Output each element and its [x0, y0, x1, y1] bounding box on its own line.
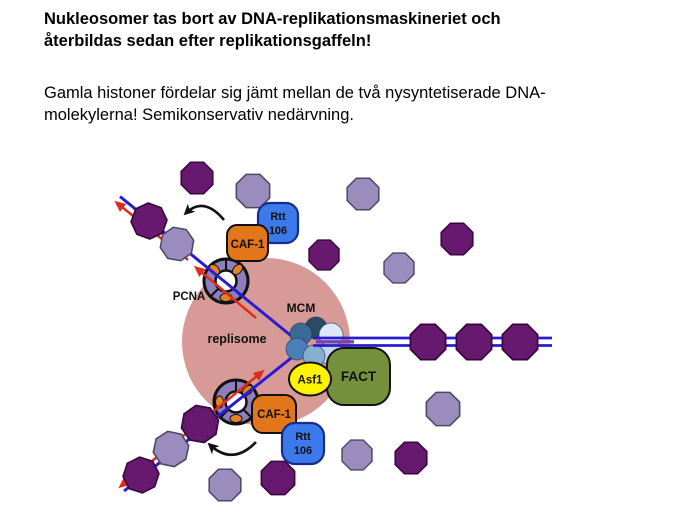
- fact-label: FACT: [341, 369, 377, 384]
- histone-octagon-dark: [440, 222, 474, 256]
- asf1-label: Asf1: [298, 375, 324, 387]
- histone-octagon-dark: [394, 441, 428, 475]
- histone-octagon-dark: [409, 323, 447, 361]
- histone-octagon-light: [235, 173, 271, 209]
- rtt106-bottom-label-line1: Rtt: [295, 431, 311, 443]
- rtt106-label-line1: Rtt: [270, 211, 286, 223]
- new-strand-arrow-top-inner: [193, 265, 257, 319]
- rtt106-box-bottom: Rtt 106: [280, 421, 326, 466]
- slide-title-line1: Nukleosomer tas bort av DNA-replikations…: [44, 10, 501, 28]
- histone-octagon-dark: [180, 161, 214, 195]
- fact-box: FACT: [326, 347, 391, 406]
- caf1-label: CAF-1: [231, 239, 265, 251]
- slide-body-line2: molekylerna! Semikonservativ nedärvning.: [44, 105, 354, 124]
- replisome-label: replisome: [207, 332, 266, 346]
- histone-octagon-dark: [308, 239, 340, 271]
- histone-octagon-light: [425, 391, 461, 427]
- histone-octagon-light: [383, 252, 415, 284]
- histone-octagon-light: [346, 177, 380, 211]
- slide-body-text: Gamla histoner fördelar sig jämt mellan …: [44, 83, 546, 126]
- caf1-box-bottom: CAF-1: [251, 394, 297, 434]
- caf1-label-bottom: CAF-1: [257, 409, 291, 421]
- mcm-complex: [285, 316, 344, 368]
- rtt106-bottom-label-line2: 106: [294, 445, 312, 457]
- histone-octagon-dark: [260, 460, 296, 496]
- replication-fork-diagram: replisome: [114, 161, 552, 502]
- histone-recycling-arrow-top: [183, 203, 225, 221]
- histone-octagon-dark: [455, 323, 493, 361]
- slide-title-line2: återbildas sedan efter replikationsgaffe…: [44, 31, 372, 50]
- histone-recycling-arrow-bottom: [207, 441, 257, 457]
- histone-octagon-dark: [501, 323, 539, 361]
- histone-octagon-light: [341, 439, 373, 471]
- slide-body-line1: Gamla histoner fördelar sig jämt mellan …: [44, 84, 546, 102]
- rtt106-label-line2: 106: [269, 225, 287, 237]
- pcna-label: PCNA: [173, 291, 206, 303]
- caf1-box-top: CAF-1: [226, 224, 269, 262]
- mcm-label: MCM: [287, 301, 316, 315]
- slide-title: Nukleosomer tas bort av DNA-replikations…: [44, 9, 501, 52]
- histone-octagon-light: [208, 468, 242, 502]
- asf1-ellipse: Asf1: [288, 361, 332, 397]
